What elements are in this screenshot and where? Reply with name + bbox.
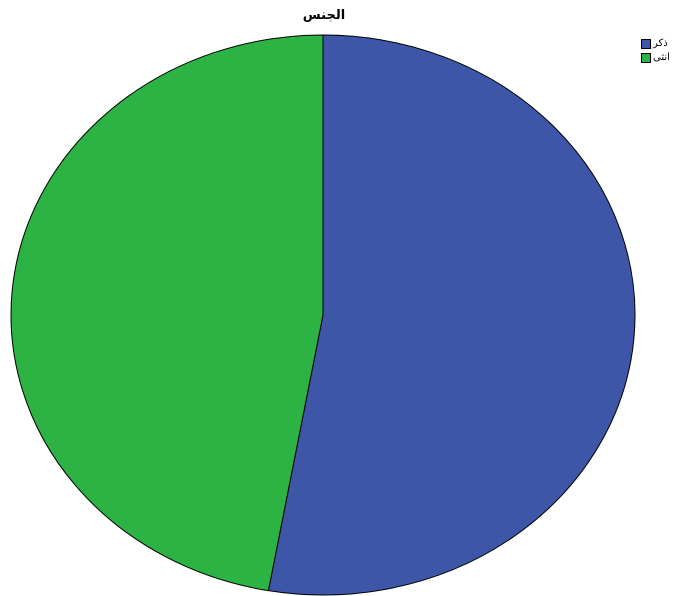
pie-slice-male [267,34,636,596]
legend-item-female: انثى [641,51,675,65]
legend-swatch-male [641,39,651,49]
legend: ذكر انثى [641,37,675,65]
legend-swatch-female [641,53,651,63]
chart-title: الجنس [302,8,346,23]
legend-item-male: ذكر [641,37,675,51]
legend-label-female: انثى [653,52,670,63]
legend-label-male: ذكر [653,38,668,49]
pie-slice-female [10,34,324,592]
